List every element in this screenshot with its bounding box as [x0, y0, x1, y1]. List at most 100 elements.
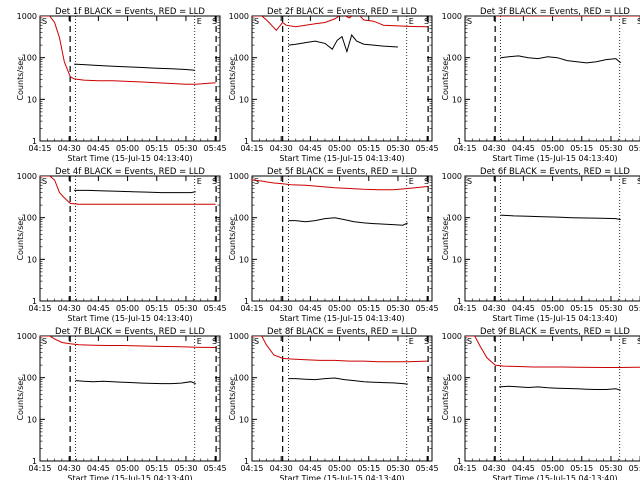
panel-title: Det 9f BLACK = Events, RED = LLD: [480, 327, 630, 337]
y-tick-label: 1: [244, 457, 249, 466]
y-tick-label: 100: [234, 214, 249, 223]
x-tick-label: 04:15: [240, 144, 263, 153]
x-tick-label: 04:30: [270, 144, 293, 153]
x-tick-label: 04:15: [28, 304, 51, 313]
x-tick-label: 05:30: [599, 304, 622, 313]
start-marker: S: [254, 17, 259, 26]
detector-panel-2: Det 2f BLACK = Events, RED = LLD 1 10 100 10…: [228, 7, 439, 163]
end-marker: E: [622, 17, 627, 26]
x-axis-label: Start Time (15-Jul-15 04:13:40): [67, 154, 192, 163]
x-tick-label: 04:30: [58, 144, 81, 153]
start-marker: S: [467, 337, 472, 346]
x-axis-label: Start Time (15-Jul-15 04:13:40): [67, 474, 192, 480]
right-marker: S: [637, 177, 640, 186]
y-tick-label: 100: [447, 54, 462, 63]
series-line-lld: [252, 179, 428, 191]
start-marker: S: [42, 17, 47, 26]
x-tick-label: 05:30: [174, 144, 197, 153]
plot-frame: [39, 15, 221, 142]
x-tick-label: 04:15: [453, 304, 476, 313]
panel-title: Det 7f BLACK = Events, RED = LLD: [55, 327, 205, 337]
x-tick-label: 04:30: [270, 464, 293, 473]
y-tick-label: 1: [32, 137, 37, 146]
x-tick-label: 05:15: [145, 464, 168, 473]
series-line-lld: [252, 336, 428, 363]
x-tick-label: 04:30: [270, 304, 293, 313]
end-marker: E: [409, 337, 414, 346]
right-marker: S: [212, 177, 217, 186]
x-tick-label: 05:00: [116, 464, 139, 473]
y-tick-label: 1: [244, 297, 249, 306]
x-tick-label: 04:45: [87, 304, 110, 313]
panel-title: Det 5f BLACK = Events, RED = LLD: [267, 167, 417, 177]
plot-frame: [39, 175, 221, 302]
x-tick-label: 05:45: [204, 464, 227, 473]
x-tick-label: 05:15: [357, 464, 380, 473]
panel-title: Det 2f BLACK = Events, RED = LLD: [267, 7, 417, 17]
detector-panel-4: Det 4f BLACK = Events, RED = LLD 1 10 100 10…: [16, 167, 227, 323]
x-tick-label: 05:30: [386, 144, 409, 153]
y-tick-label: 1: [32, 297, 37, 306]
series-line-events: [288, 33, 398, 54]
y-tick-label: 1: [457, 457, 462, 466]
x-tick-label: 04:15: [240, 464, 263, 473]
x-tick-label: 04:45: [512, 304, 535, 313]
x-tick-label: 05:15: [357, 304, 380, 313]
y-tick-label: 100: [22, 214, 37, 223]
end-marker: E: [197, 177, 202, 186]
detector-panel-1: Det 1f BLACK = Events, RED = LLD 1 10 100 10…: [16, 7, 227, 163]
y-tick-label: 1: [32, 457, 37, 466]
end-marker: E: [409, 177, 414, 186]
start-marker: S: [42, 177, 47, 186]
y-tick-label: 100: [234, 54, 249, 63]
start-marker: S: [467, 17, 472, 26]
x-tick-label: 05:45: [416, 464, 439, 473]
x-tick-label: 05:45: [629, 304, 640, 313]
x-tick-label: 04:30: [483, 304, 506, 313]
start-marker: S: [42, 337, 47, 346]
x-tick-label: 05:30: [386, 464, 409, 473]
x-tick-label: 04:30: [58, 304, 81, 313]
x-tick-label: 05:15: [145, 144, 168, 153]
plot-frame: [251, 175, 433, 302]
x-tick-label: 05:00: [541, 144, 564, 153]
x-axis-label: Start Time (15-Jul-15 04:13:40): [492, 474, 617, 480]
detector-panel-7: Det 7f BLACK = Events, RED = LLD 1 10 100 10…: [16, 327, 227, 480]
y-tick-label: 10: [239, 95, 249, 104]
x-tick-label: 05:30: [386, 304, 409, 313]
end-marker: E: [197, 337, 202, 346]
x-tick-label: 05:30: [599, 144, 622, 153]
right-marker: S: [424, 177, 429, 186]
series-line-lld: [40, 336, 216, 348]
y-tick-label: 1: [457, 297, 462, 306]
detector-panel-9: Det 9f BLACK = Events, RED = LLD 1 10 100 10…: [441, 327, 640, 480]
y-tick-label: 1000: [17, 12, 37, 21]
x-tick-label: 05:15: [357, 144, 380, 153]
y-tick-label: 1000: [229, 332, 249, 341]
y-tick-label: 1: [457, 137, 462, 146]
x-tick-label: 04:45: [299, 144, 322, 153]
panel-title: Det 8f BLACK = Events, RED = LLD: [267, 327, 417, 337]
x-tick-label: 05:00: [541, 464, 564, 473]
x-tick-label: 04:45: [512, 464, 535, 473]
x-tick-label: 05:15: [570, 464, 593, 473]
plot-frame: [251, 335, 433, 462]
x-axis-label: Start Time (15-Jul-15 04:13:40): [67, 314, 192, 323]
panel-title: Det 4f BLACK = Events, RED = LLD: [55, 167, 205, 177]
series-line-events: [499, 385, 621, 391]
x-tick-label: 04:15: [240, 304, 263, 313]
x-tick-label: 05:15: [570, 304, 593, 313]
series-line-events: [500, 55, 622, 64]
right-marker: S: [637, 17, 640, 26]
x-tick-label: 05:45: [629, 464, 640, 473]
detector-panel-5: Det 5f BLACK = Events, RED = LLD 1 10 100 10…: [228, 167, 439, 323]
y-axis-label: Counts/sec: [228, 216, 237, 260]
x-tick-label: 05:45: [204, 144, 227, 153]
detector-panel-6: Det 6f BLACK = Events, RED = LLD 1 10 100 10…: [441, 167, 640, 323]
y-tick-label: 100: [22, 54, 37, 63]
x-tick-label: 05:45: [629, 144, 640, 153]
y-tick-label: 100: [447, 214, 462, 223]
detector-panel-3: Det 3f BLACK = Events, RED = LLD 1 10 100 10…: [441, 7, 640, 163]
x-tick-label: 05:45: [416, 304, 439, 313]
x-tick-label: 05:00: [328, 464, 351, 473]
